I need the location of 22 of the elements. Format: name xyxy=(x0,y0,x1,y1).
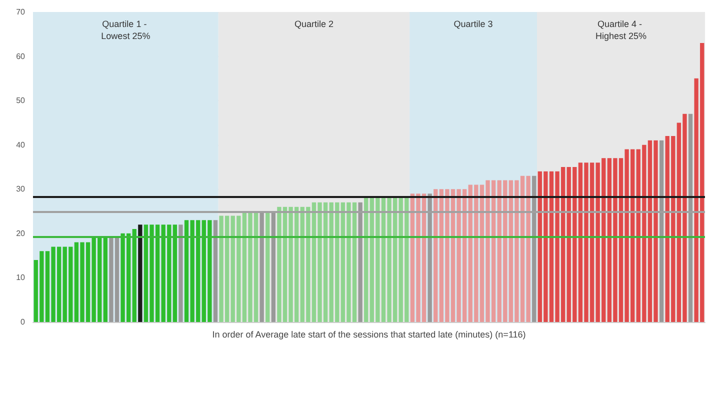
y-tick-label: 50 xyxy=(16,96,26,106)
y-tick-label: 0 xyxy=(20,318,26,326)
y-tick-label: 20 xyxy=(16,228,26,238)
bar xyxy=(434,189,438,322)
bar xyxy=(178,224,183,322)
y-tick-label: 70 xyxy=(16,8,26,16)
annotation: Quartile 3 xyxy=(454,19,493,29)
y-tick-label: 10 xyxy=(16,273,26,282)
bar xyxy=(138,224,142,322)
bar xyxy=(364,198,368,322)
annotation: Quartile 1 - Lowest 25% xyxy=(101,19,150,41)
x-axis-title: In order of Average late start of the sessions that started late (minutes) (n=116) xyxy=(212,330,526,340)
y-tick-label: 30 xyxy=(16,184,26,194)
bar xyxy=(266,211,270,322)
bar xyxy=(213,220,218,322)
y-tick-label: 40 xyxy=(16,140,26,150)
annotation: Quartile 2 xyxy=(294,19,334,29)
bar xyxy=(132,229,136,322)
y-tick-label: 60 xyxy=(16,52,26,61)
bar xyxy=(103,238,108,322)
annotation: Quartile 4 - Highest 25% xyxy=(595,19,647,41)
bar xyxy=(172,224,178,322)
